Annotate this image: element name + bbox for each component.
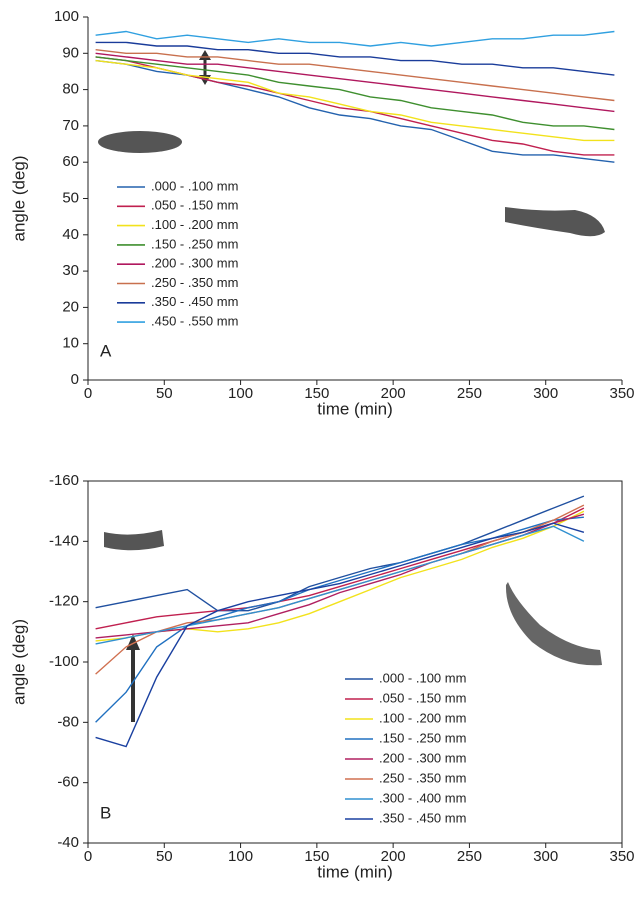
- x-tick-label: 300: [533, 848, 558, 865]
- x-tick-label: 250: [457, 848, 482, 865]
- x-tick-label: 100: [228, 385, 253, 402]
- x-tick-label: 200: [381, 848, 406, 865]
- y-tick-label: -100: [49, 653, 79, 670]
- legend-label: .050 - .150 mm: [151, 198, 238, 213]
- y-tick-label: 100: [54, 8, 79, 25]
- legend-label: .200 - .300 mm: [151, 256, 238, 271]
- y-tick-label: 10: [62, 335, 79, 352]
- data-line: [95, 495, 585, 612]
- y-tick-label: -80: [57, 713, 79, 730]
- x-tick-label: 200: [381, 385, 406, 402]
- legend-label: .100 - .200 mm: [379, 710, 466, 725]
- worm-image: [505, 582, 602, 666]
- x-tick-label: 100: [228, 848, 253, 865]
- legend-label: .100 - .200 mm: [151, 217, 238, 232]
- x-tick-label: 0: [84, 385, 92, 402]
- x-tick-label: 350: [609, 385, 634, 402]
- y-tick-label: 50: [62, 189, 79, 206]
- legend-label: .350 - .450 mm: [151, 294, 238, 309]
- data-line: [95, 59, 615, 142]
- x-tick-label: 300: [533, 385, 558, 402]
- x-tick-label: 250: [457, 385, 482, 402]
- x-tick-label: 50: [156, 848, 173, 865]
- y-tick-label: -120: [49, 593, 79, 610]
- x-tick-label: 150: [304, 848, 329, 865]
- legend-label: .150 - .250 mm: [379, 730, 466, 745]
- y-tick-label: 0: [71, 371, 79, 388]
- legend-label: .150 - .250 mm: [151, 236, 238, 251]
- y-tick-label: 40: [62, 226, 79, 243]
- y-tick-label: 60: [62, 153, 79, 170]
- plot-frame: [87, 480, 623, 844]
- legend-label: .050 - .150 mm: [379, 690, 466, 705]
- y-axis-title: angle (deg): [9, 155, 28, 241]
- legend-label: .450 - .550 mm: [151, 314, 238, 329]
- y-tick-label: -160: [49, 472, 79, 489]
- data-line: [95, 41, 615, 76]
- data-line: [95, 522, 585, 748]
- x-tick-label: 150: [304, 385, 329, 402]
- y-tick-label: 20: [62, 298, 79, 315]
- y-tick-label: 80: [62, 81, 79, 98]
- x-axis-title: time (min): [317, 399, 393, 418]
- data-line: [95, 516, 584, 723]
- x-tick-label: 350: [609, 848, 634, 865]
- panel-label: B: [100, 803, 111, 822]
- legend-label: .250 - .350 mm: [379, 770, 466, 785]
- legend-label: .200 - .300 mm: [379, 750, 466, 765]
- legend-label: .300 - .400 mm: [379, 790, 466, 805]
- y-tick-label: -40: [57, 834, 79, 851]
- panel-label: A: [100, 341, 112, 360]
- legend-label: .000 - .100 mm: [379, 670, 466, 685]
- y-tick-label: 30: [62, 262, 79, 279]
- y-tick-label: -60: [57, 774, 79, 791]
- data-line: [95, 510, 585, 642]
- data-line: [95, 525, 585, 645]
- y-tick-label: -140: [49, 532, 79, 549]
- legend-label: .250 - .350 mm: [151, 275, 238, 290]
- worm-image: [505, 207, 605, 237]
- x-tick-label: 50: [156, 385, 173, 402]
- legend-label: .000 - .100 mm: [151, 178, 238, 193]
- data-line: [95, 56, 615, 131]
- y-axis-title: angle (deg): [9, 619, 28, 705]
- worm-image: [104, 530, 164, 551]
- legend-label: .350 - .450 mm: [379, 810, 466, 825]
- y-tick-label: 70: [62, 117, 79, 134]
- x-tick-label: 0: [84, 848, 92, 865]
- x-axis-title: time (min): [317, 862, 393, 881]
- y-tick-label: 90: [62, 44, 79, 61]
- data-line: [95, 52, 615, 113]
- data-line: [95, 49, 615, 102]
- worm-image: [98, 131, 182, 153]
- data-line: [95, 30, 615, 47]
